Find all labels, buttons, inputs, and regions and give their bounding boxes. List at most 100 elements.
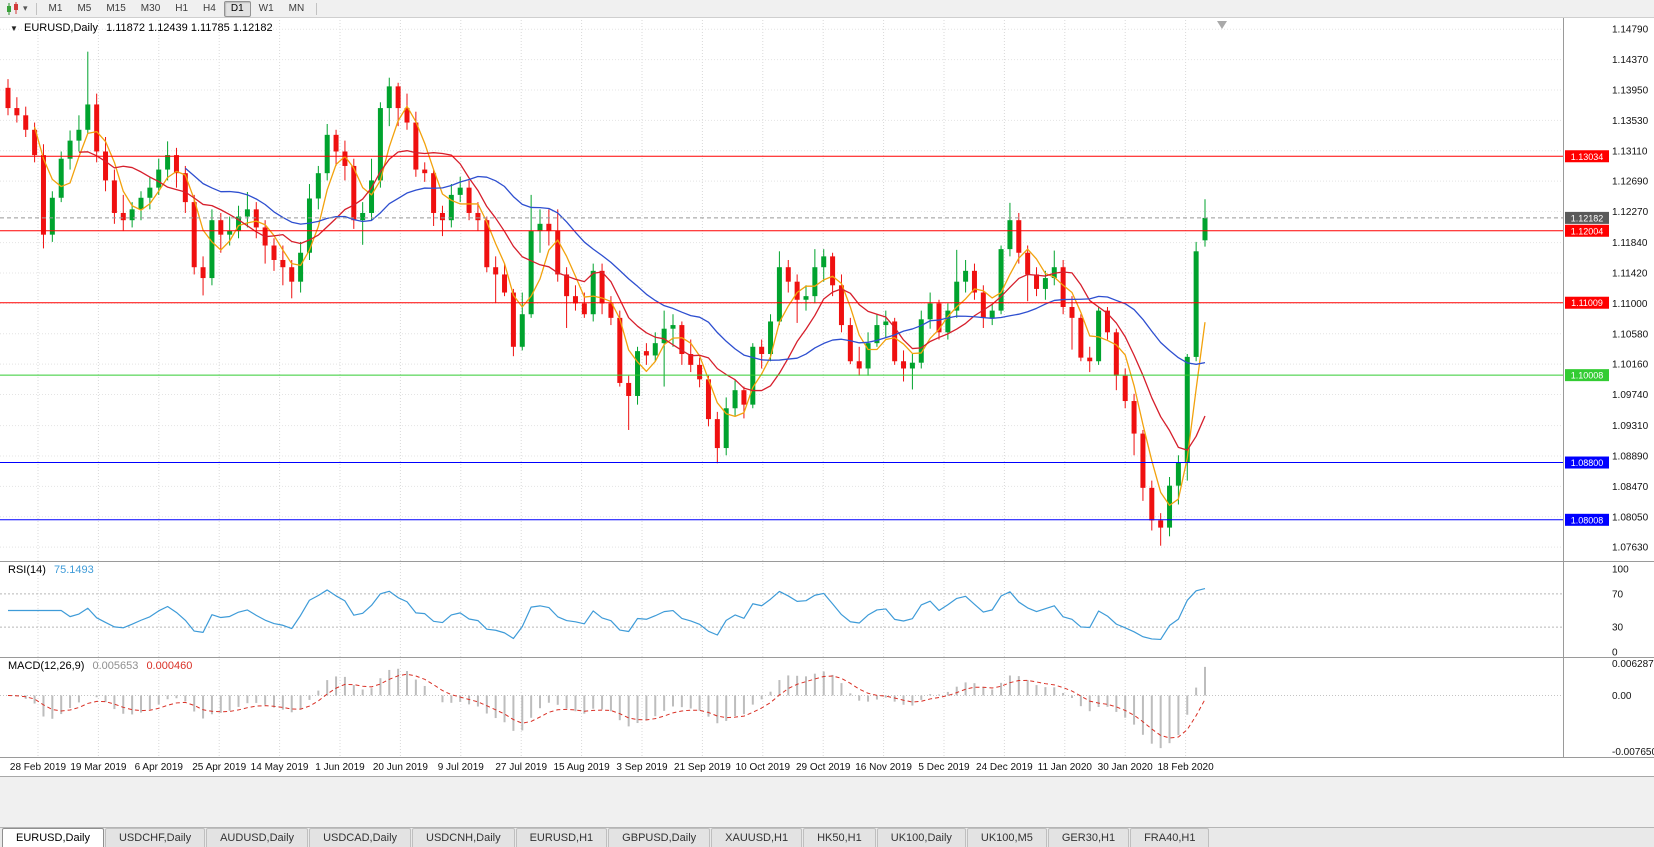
tab-hk50-h1[interactable]: HK50,H1 [803, 828, 876, 847]
svg-text:100: 100 [1612, 565, 1629, 576]
svg-text:28 Feb 2019: 28 Feb 2019 [10, 762, 67, 773]
svg-text:11 Jan 2020: 11 Jan 2020 [1038, 762, 1093, 773]
svg-text:30: 30 [1612, 623, 1624, 634]
tab-eurusd-daily[interactable]: EURUSD,Daily [2, 828, 104, 847]
price-scale[interactable]: 1.14790 1.14370 1.13950 1.13530 1.13110 1.126… [1612, 25, 1649, 554]
timeframe-button-m1[interactable]: M1 [48, 2, 63, 14]
svg-text:30 Jan 2020: 30 Jan 2020 [1098, 762, 1153, 773]
rsi-indicator [0, 588, 1563, 641]
svg-text:1.10008: 1.10008 [1571, 371, 1604, 381]
svg-text:1.12270: 1.12270 [1612, 207, 1649, 218]
chart-shift-marker-icon[interactable] [1217, 21, 1227, 29]
svg-text:25 Apr 2019: 25 Apr 2019 [192, 762, 246, 773]
tab-eurusd-h1[interactable]: EURUSD,H1 [515, 828, 608, 847]
macd-indicator-name: MACD(12,26,9) [8, 660, 85, 672]
tab-gbpusd-daily[interactable]: GBPUSD,Daily [608, 828, 711, 847]
svg-text:1.13530: 1.13530 [1612, 116, 1649, 127]
dropdown-caret-icon[interactable]: ▾ [23, 3, 28, 13]
tab-audusd-daily[interactable]: AUDUSD,Daily [206, 828, 309, 847]
svg-text:29 Oct 2019: 29 Oct 2019 [796, 762, 851, 773]
tab-fra40-h1[interactable]: FRA40,H1 [1130, 828, 1210, 847]
svg-text:0.00: 0.00 [1612, 691, 1632, 702]
svg-text:5 Dec 2019: 5 Dec 2019 [918, 762, 970, 773]
svg-text:1.13110: 1.13110 [1612, 146, 1648, 157]
toolbar-separator [35, 2, 37, 15]
tab-ger30-h1[interactable]: GER30,H1 [1047, 828, 1130, 847]
macd-main-value: 0.005653 [92, 660, 139, 672]
svg-text:1.14790: 1.14790 [1612, 25, 1649, 36]
svg-text:0: 0 [1612, 648, 1618, 659]
timeframe-button-w1[interactable]: W1 [258, 2, 274, 14]
chart-tab-bar: EURUSD,Daily USDCHF,Daily AUDUSD,Daily USDC… [0, 827, 1654, 847]
tab-usdcad-daily[interactable]: USDCAD,Daily [309, 828, 412, 847]
svg-text:1.07630: 1.07630 [1612, 543, 1649, 554]
svg-text:1.12004: 1.12004 [1571, 226, 1604, 236]
svg-text:1.11840: 1.11840 [1612, 238, 1648, 249]
svg-text:14 May 2019: 14 May 2019 [251, 762, 309, 773]
svg-text:16 Nov 2019: 16 Nov 2019 [855, 762, 912, 773]
timeframe-buttons: M1 M5 M15 M30 H1 H4 D1 W1 MN [42, 0, 312, 17]
time-axis[interactable]: 28 Feb 2019 19 Mar 2019 6 Apr 2019 25 Apr 2… [10, 762, 1214, 773]
chart-area[interactable]: 1.13034 1.12004 1.11009 1.10008 1.08800 1.080… [0, 18, 1654, 776]
one-click-trading-toggle-icon[interactable]: ▼ [10, 24, 18, 33]
macd-scale[interactable]: 0.006287 0.00 -0.007650 [1612, 659, 1654, 758]
svg-text:1.08890: 1.08890 [1612, 452, 1649, 463]
bottom-spacer [0, 776, 1654, 827]
svg-text:6 Apr 2019: 6 Apr 2019 [135, 762, 184, 773]
timeframe-button-h1[interactable]: H1 [175, 2, 189, 14]
timeframe-toolbar: ▾ M1 M5 M15 M30 H1 H4 D1 W1 MN [0, 0, 1654, 18]
svg-text:1 Jun 2019: 1 Jun 2019 [315, 762, 365, 773]
panel-separators [0, 18, 1654, 758]
timeframe-button-d1[interactable]: D1 [223, 0, 251, 17]
tab-xauusd-h1[interactable]: XAUUSD,H1 [711, 828, 803, 847]
fast-ma-line [33, 105, 1206, 507]
macd-panel-label: MACD(12,26,9) 0.005653 0.000460 [8, 660, 197, 672]
tab-usdchf-daily[interactable]: USDCHF,Daily [104, 828, 206, 847]
tab-uk100-daily[interactable]: UK100,Daily [876, 828, 966, 847]
tab-usdcnh-daily[interactable]: USDCNH,Daily [412, 828, 515, 847]
macd-histogram [0, 666, 1563, 749]
svg-text:1.08008: 1.08008 [1571, 515, 1604, 525]
candlestick-series [5, 51, 1208, 546]
rsi-panel-label: RSI(14) 75.1493 [8, 564, 99, 576]
current-price-line: 1.12182 [0, 211, 1609, 224]
chart-canvas[interactable]: 1.13034 1.12004 1.11009 1.10008 1.08800 1.080… [0, 18, 1654, 776]
svg-text:18 Feb 2020: 18 Feb 2020 [1158, 762, 1215, 773]
svg-text:1.08470: 1.08470 [1612, 482, 1649, 493]
svg-text:1.11420: 1.11420 [1612, 269, 1648, 280]
svg-text:15 Aug 2019: 15 Aug 2019 [554, 762, 611, 773]
svg-text:1.13034: 1.13034 [1571, 152, 1604, 162]
timeframe-button-h4[interactable]: H4 [203, 2, 216, 14]
tab-uk100-m5[interactable]: UK100,M5 [966, 828, 1047, 847]
svg-text:1.14370: 1.14370 [1612, 55, 1649, 66]
rsi-scale[interactable]: 100 70 30 0 [1612, 565, 1629, 659]
svg-text:3 Sep 2019: 3 Sep 2019 [616, 762, 668, 773]
svg-text:1.11000: 1.11000 [1612, 299, 1648, 310]
chart-symbol-label: EURUSD,Daily [23, 22, 98, 34]
svg-text:1.13950: 1.13950 [1612, 85, 1649, 96]
horizontal-lines[interactable]: 1.13034 1.12004 1.11009 1.10008 1.08800 1.080… [0, 150, 1609, 526]
svg-text:24 Dec 2019: 24 Dec 2019 [976, 762, 1033, 773]
svg-text:9 Jul 2019: 9 Jul 2019 [438, 762, 485, 773]
svg-text:1.09310: 1.09310 [1612, 421, 1649, 432]
svg-text:1.10160: 1.10160 [1612, 360, 1649, 371]
svg-text:-0.007650: -0.007650 [1612, 747, 1654, 758]
slow-ma-line [184, 167, 1206, 365]
grid [0, 20, 1563, 757]
macd-signal-value: 0.000460 [146, 660, 193, 672]
svg-text:1.12182: 1.12182 [1571, 213, 1604, 223]
mid-ma-line [78, 150, 1206, 451]
timeframe-button-mn[interactable]: MN [288, 2, 305, 14]
timeframe-button-m15[interactable]: M15 [106, 2, 126, 14]
svg-text:1.08800: 1.08800 [1571, 458, 1604, 468]
rsi-indicator-name: RSI(14) [8, 564, 46, 576]
macd-signal-line [7, 673, 1206, 739]
chart-title: ▼ EURUSD,Daily 1.11872 1.12439 1.11785 1… [10, 22, 278, 34]
timeframe-button-m5[interactable]: M5 [77, 2, 92, 14]
timeframe-button-m30[interactable]: M30 [140, 2, 161, 14]
svg-text:20 Jun 2019: 20 Jun 2019 [373, 762, 428, 773]
svg-text:19 Mar 2019: 19 Mar 2019 [70, 762, 127, 773]
chart-ohlc-values: 1.11872 1.12439 1.11785 1.12182 [106, 22, 273, 34]
chart-type-icon[interactable] [5, 1, 21, 16]
